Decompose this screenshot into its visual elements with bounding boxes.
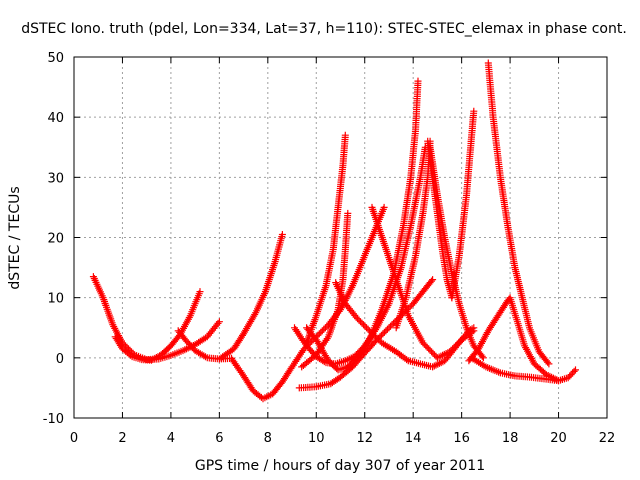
series-markers	[448, 107, 478, 302]
series-markers	[303, 131, 349, 347]
series-arc15	[448, 107, 478, 302]
x-tick-label: 16	[453, 431, 470, 446]
x-tick-label: 20	[550, 431, 567, 446]
y-tick-label: 50	[47, 51, 64, 66]
x-tick-label: 8	[264, 431, 272, 446]
x-tick-label: 4	[167, 431, 175, 446]
series-arc4	[215, 231, 286, 363]
plot-frame	[73, 56, 608, 419]
x-tick-label: 2	[118, 431, 126, 446]
x-tick-label: 10	[308, 431, 325, 446]
y-tick-label: 20	[47, 232, 64, 247]
y-tick-label: -10	[43, 412, 64, 427]
x-tick-label: 18	[502, 431, 519, 446]
series-arc18	[467, 354, 562, 385]
series-arc17	[484, 59, 553, 368]
y-tick-label: 40	[47, 111, 64, 126]
series-markers	[467, 354, 562, 385]
y-axis-label: dSTEC / TECUs	[7, 186, 23, 289]
series-arc9	[303, 131, 349, 347]
y-tick-label: 30	[47, 171, 64, 186]
ticks: 0 2 4 6 8 10 12 14 16 18 20 22 -10 0 10 20 30 40 50	[43, 51, 616, 446]
series-arc11	[368, 203, 478, 362]
x-tick-label: 14	[405, 431, 422, 446]
series-markers	[484, 59, 553, 368]
x-tick-label: 12	[356, 431, 373, 446]
x-axis-label: GPS time / hours of day 307 of year 2011	[195, 458, 485, 474]
y-tick-label: 0	[56, 352, 64, 367]
series-arc14	[424, 137, 456, 302]
series-layer	[89, 59, 579, 403]
y-tick-label: 10	[47, 292, 64, 307]
series-markers	[424, 137, 456, 302]
series-markers	[215, 231, 286, 363]
x-tick-label: 0	[70, 431, 78, 446]
series-markers	[368, 203, 478, 362]
chart-title: dSTEC Iono. truth (pdel, Lon=334, Lat=37…	[21, 21, 627, 37]
x-tick-label: 6	[215, 431, 223, 446]
x-tick-label: 22	[599, 431, 616, 446]
